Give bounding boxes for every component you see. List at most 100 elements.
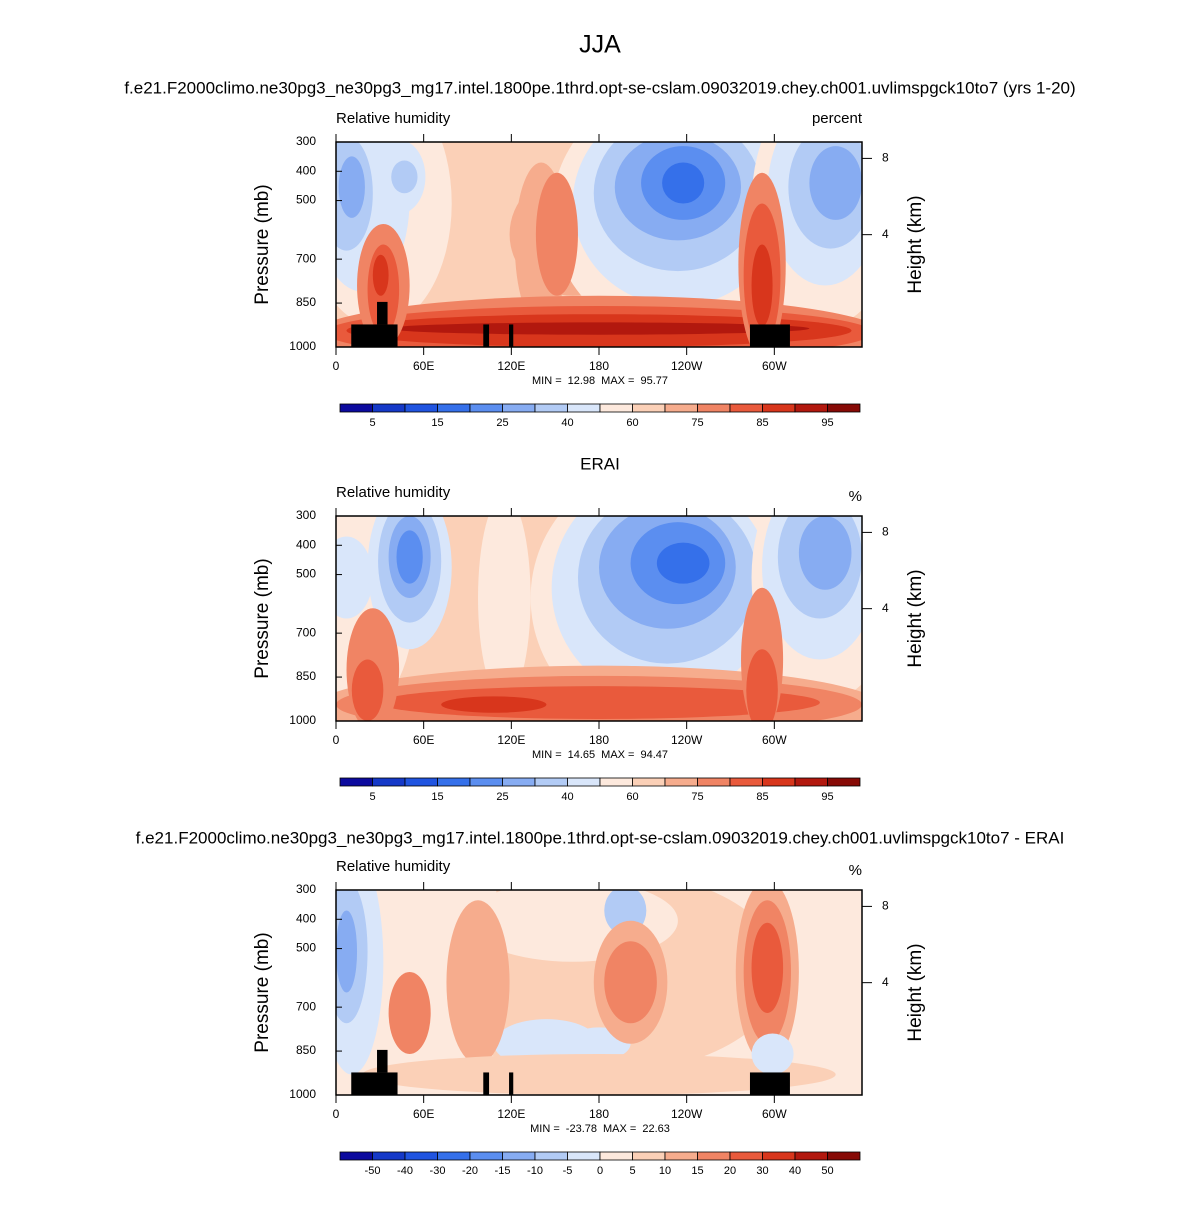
- colorbar-box: [469, 777, 503, 787]
- colorbar-label: 85: [756, 791, 768, 803]
- colorbar-box: [339, 1151, 373, 1161]
- min-max: MIN = 14.65 MAX = 94.47: [532, 749, 668, 761]
- colorbar-box: [762, 403, 796, 413]
- colorbar-label: 95: [821, 417, 833, 429]
- colorbar-box: [794, 1151, 828, 1161]
- colorbar-label: 5: [369, 417, 375, 429]
- min-max-part: 14.65: [568, 749, 596, 761]
- contour-fill: [441, 696, 547, 713]
- contour-fill: [362, 1054, 836, 1095]
- min-max-part: 22.63: [642, 1123, 670, 1135]
- contour-fill: [809, 146, 862, 220]
- contour-fill: [751, 244, 773, 327]
- x-tick-label: 60W: [762, 733, 787, 747]
- colorbar-label: 20: [724, 1165, 736, 1177]
- colorbar-box: [502, 1151, 536, 1161]
- x-tick-label: 180: [589, 1107, 609, 1121]
- min-max: MIN = 12.98 MAX = 95.77: [532, 375, 668, 387]
- colorbar-box: [827, 403, 861, 413]
- min-max-part: 95.77: [640, 375, 668, 387]
- x-tick-label: 180: [589, 359, 609, 373]
- topography: [749, 324, 790, 347]
- min-max-part: MIN =: [530, 1123, 560, 1135]
- colorbar-label: 5: [369, 791, 375, 803]
- colorbar-box: [404, 777, 438, 787]
- y2-axis-label: Height (km): [905, 195, 926, 293]
- min-max-part: MAX =: [601, 749, 634, 761]
- x-tick-label: 60W: [762, 359, 787, 373]
- y-tick-label: 850: [296, 1043, 316, 1057]
- colorbar-box: [372, 1151, 406, 1161]
- contour-fill: [604, 941, 657, 1024]
- y2-tick-label: 4: [882, 227, 889, 241]
- colorbar-box: [729, 1151, 763, 1161]
- colorbar-box: [599, 777, 633, 787]
- topography: [483, 1072, 490, 1095]
- colorbar-box: [664, 403, 698, 413]
- colorbar-box: [632, 403, 666, 413]
- x-tick-label: 0: [333, 359, 340, 373]
- min-max-part: MAX =: [601, 375, 634, 387]
- contour-fill: [798, 516, 852, 590]
- colorbar-label: 40: [561, 791, 573, 803]
- colorbar-box: [762, 1151, 796, 1161]
- x-tick-label: 120E: [497, 359, 525, 373]
- colorbar-box: [632, 777, 666, 787]
- y-axis-label: Pressure (mb): [252, 184, 273, 304]
- contour-fill: [746, 649, 778, 721]
- colorbar-label: 95: [821, 791, 833, 803]
- panel-title: f.e21.F2000climo.ne30pg3_ne30pg3_mg17.in…: [136, 828, 1065, 847]
- panel-title: ERAI: [580, 454, 620, 473]
- topography: [509, 1072, 514, 1095]
- y2-tick-label: 4: [882, 975, 889, 989]
- colorbar-label: 60: [626, 417, 638, 429]
- topography: [377, 1049, 388, 1073]
- colorbar-label: -5: [563, 1165, 573, 1177]
- colorbar-label: 15: [431, 791, 443, 803]
- min-max-part: -23.78: [566, 1123, 597, 1135]
- min-max-part: 12.98: [568, 375, 596, 387]
- colorbar-label: -30: [430, 1165, 446, 1177]
- colorbar-label: 75: [691, 417, 703, 429]
- colorbar-box: [339, 777, 373, 787]
- colorbar-box: [372, 403, 406, 413]
- colorbar-box: [502, 403, 536, 413]
- contour-fill: [388, 322, 810, 335]
- contour-fill: [751, 1033, 794, 1075]
- contour-fill: [662, 162, 705, 204]
- y-tick-label: 500: [296, 193, 316, 207]
- colorbar-label: 25: [496, 791, 508, 803]
- right-label: %: [849, 488, 862, 505]
- colorbar-label: 10: [659, 1165, 671, 1177]
- contour-fill: [336, 536, 373, 619]
- contour-fill: [446, 900, 510, 1065]
- y-tick-label: 300: [296, 882, 316, 896]
- colorbar-box: [632, 1151, 666, 1161]
- topography: [377, 301, 388, 325]
- colorbar-box: [469, 1151, 503, 1161]
- contour-fill: [351, 659, 384, 721]
- colorbar-label: -20: [462, 1165, 478, 1177]
- left-label: Relative humidity: [336, 110, 451, 127]
- y-tick-label: 700: [296, 999, 316, 1013]
- y2-tick-label: 4: [882, 601, 889, 615]
- colorbar-box: [697, 1151, 731, 1161]
- x-tick-label: 120W: [671, 733, 703, 747]
- colorbar-label: 15: [431, 417, 443, 429]
- x-tick-label: 120E: [497, 1107, 525, 1121]
- colorbar-label: 0: [597, 1165, 603, 1177]
- right-label: %: [849, 862, 862, 879]
- colorbar-box: [404, 403, 438, 413]
- topography: [509, 324, 514, 347]
- y2-axis-label: Height (km): [905, 943, 926, 1041]
- colorbar-label: -10: [527, 1165, 543, 1177]
- case-title: f.e21.F2000climo.ne30pg3_ne30pg3_mg17.in…: [124, 78, 1075, 97]
- y-tick-label: 700: [296, 251, 316, 265]
- main-title: JJA: [579, 31, 621, 59]
- contour-fill: [338, 156, 365, 218]
- y-tick-label: 300: [296, 134, 316, 148]
- y-tick-label: 400: [296, 163, 316, 177]
- colorbar-label: 85: [756, 417, 768, 429]
- colorbar-label: -15: [495, 1165, 511, 1177]
- x-tick-label: 60E: [413, 733, 434, 747]
